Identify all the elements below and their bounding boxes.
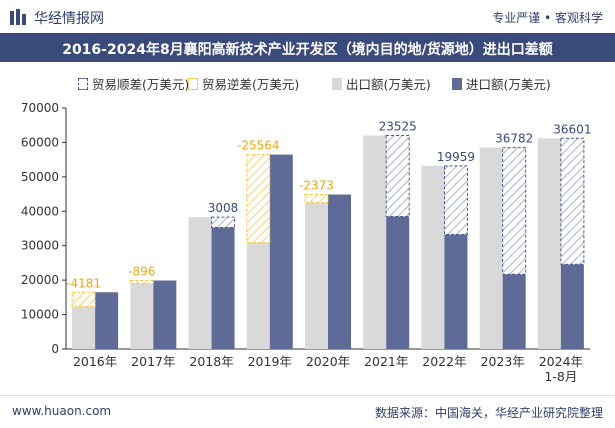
y-tick-label: 30000 xyxy=(21,239,59,253)
export-bar xyxy=(421,165,445,349)
legend-deficit-label: 贸易逆差(万美元) xyxy=(202,77,300,92)
x-tick-label: 2019年 xyxy=(248,354,292,369)
balance-data-label: 36601 xyxy=(553,122,591,136)
x-tick-label: 2016年 xyxy=(73,354,117,369)
y-tick-label: 20000 xyxy=(21,273,59,287)
legend-surplus-swatch xyxy=(78,77,88,90)
import-bar xyxy=(444,234,468,349)
export-bar xyxy=(72,306,96,349)
legend-export: 出口额(万美元) xyxy=(332,74,431,93)
title-bar xyxy=(0,33,615,62)
legend-import-label: 进口额(万美元) xyxy=(466,77,551,92)
import-bar xyxy=(560,264,584,349)
x-tick-label: 1-8月 xyxy=(544,369,577,384)
export-bar xyxy=(363,135,387,349)
balance-data-label: -896 xyxy=(128,265,155,279)
balance-data-label: 23525 xyxy=(379,120,417,134)
legend-export-swatch xyxy=(332,77,342,90)
x-tick-label: 2021年 xyxy=(364,354,408,369)
chart-legend: 贸易顺差(万美元) 贸易逆差(万美元) 出口额(万美元) 进口额(万美元) xyxy=(0,74,615,96)
export-bar xyxy=(246,242,270,349)
brand-name: 华经情报网 xyxy=(34,11,104,27)
y-tick-label: 40000 xyxy=(21,204,59,218)
import-bar xyxy=(95,292,119,349)
chart-plot: 0 10000 20000 30000 40000 50000 60000 70000 -418… xyxy=(21,101,592,384)
balance-data-label: 3008 xyxy=(208,201,239,215)
y-tick-label: 70000 xyxy=(21,101,59,115)
import-bar xyxy=(386,216,410,349)
x-tick-label: 2017年 xyxy=(131,354,175,369)
export-bar xyxy=(188,217,212,349)
x-tick-label: 2024年 xyxy=(539,354,583,369)
brand-tags: 专业严谨 • 客观科学 xyxy=(492,11,603,25)
x-tick-label: 2020年 xyxy=(306,354,350,369)
surplus-bar xyxy=(443,165,468,236)
surplus-bar xyxy=(211,216,236,228)
import-bar xyxy=(269,154,293,349)
footer-source: 数据来源：中国海关，华经产业研究院整理 xyxy=(374,406,603,420)
surplus-bar xyxy=(560,137,585,265)
export-bar xyxy=(130,283,154,349)
x-tick-label: 2022年 xyxy=(422,354,466,369)
surplus-bar xyxy=(502,147,527,275)
y-tick-label: 60000 xyxy=(21,135,59,149)
x-tick-label: 2023年 xyxy=(481,354,525,369)
brand-logo-icon xyxy=(10,9,26,25)
export-bar xyxy=(537,138,561,349)
legend-surplus: 贸易顺差(万美元) xyxy=(78,74,189,93)
deficit-bar xyxy=(129,280,154,285)
import-bar xyxy=(211,227,235,349)
balance-data-label: -4181 xyxy=(66,276,101,290)
import-bar xyxy=(153,280,177,349)
deficit-bar xyxy=(71,291,96,308)
balance-data-label: -2373 xyxy=(299,179,334,193)
legend-deficit-swatch xyxy=(188,77,198,90)
deficit-bar xyxy=(246,154,271,244)
y-tick-label: 50000 xyxy=(21,170,59,184)
legend-deficit: 贸易逆差(万美元) xyxy=(188,74,299,93)
y-tick-label: 0 xyxy=(51,342,59,356)
balance-data-label: 19959 xyxy=(437,150,475,164)
footer-bar xyxy=(0,395,615,428)
legend-export-label: 出口额(万美元) xyxy=(346,77,431,92)
import-bar xyxy=(502,274,526,349)
chart-title: 2016-2024年8月襄阳高新技术产业开发区（境内目的地/货源地）进出口差额 xyxy=(62,42,553,58)
legend-import: 进口额(万美元) xyxy=(452,74,551,93)
legend-surplus-label: 贸易顺差(万美元) xyxy=(92,77,190,92)
top-bar: 华经情报网 专业严谨 • 客观科学 xyxy=(0,0,615,33)
y-tick-label: 10000 xyxy=(21,308,59,322)
surplus-bar xyxy=(385,135,410,218)
export-bar xyxy=(305,202,328,349)
x-tick-label: 2018年 xyxy=(189,354,233,369)
import-bar xyxy=(328,194,351,349)
balance-data-label: -25564 xyxy=(237,139,280,153)
balance-data-label: 36782 xyxy=(495,132,533,146)
footer-site: www.huaon.com xyxy=(12,404,112,418)
export-bar xyxy=(479,147,503,349)
legend-import-swatch xyxy=(452,77,462,90)
deficit-bar xyxy=(304,194,329,204)
